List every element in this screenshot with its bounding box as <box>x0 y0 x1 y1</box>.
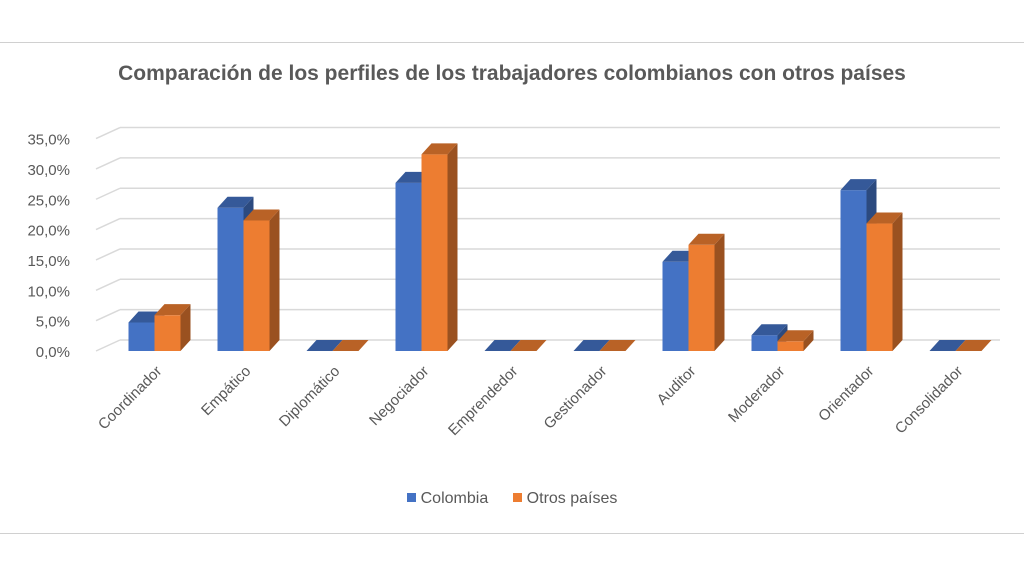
x-tick-label: Emprendedor <box>445 363 521 439</box>
bar-top <box>955 340 992 351</box>
gridline-diagonal <box>95 217 121 231</box>
bar-top <box>573 340 610 351</box>
x-tick-label: Consolidador <box>892 363 967 438</box>
bar-top <box>599 340 636 351</box>
bar-side <box>892 212 903 351</box>
gridline-diagonal <box>95 308 121 322</box>
bar-colombia-auditor <box>662 261 689 351</box>
y-tick-label: 25,0% <box>27 192 70 209</box>
bar-top <box>484 340 521 351</box>
bar-side <box>269 209 280 351</box>
bar-top <box>306 340 343 351</box>
bar-side <box>803 330 814 351</box>
bar-side <box>180 304 191 351</box>
bar-otros-empático <box>243 220 270 351</box>
y-tick-label: 15,0% <box>27 253 70 270</box>
bar-otros-moderador <box>777 341 804 351</box>
y-tick-label: 20,0% <box>27 223 70 240</box>
x-tick-label: Moderador <box>725 363 788 426</box>
x-tick-label: Orientador <box>815 363 877 425</box>
bar-top <box>154 304 191 316</box>
x-tick-label: Negociador <box>366 363 432 429</box>
legend-item-colombia: Colombia <box>406 490 489 507</box>
y-tick-label: 0,0% <box>36 344 70 361</box>
top-border <box>0 42 1024 43</box>
bar-otros-coordinador <box>154 315 181 351</box>
bar-otros-negociador <box>421 154 448 351</box>
bar-top <box>751 324 788 336</box>
legend-swatch <box>512 493 522 502</box>
bar-colombia-orientador <box>840 190 867 351</box>
bar-top <box>777 330 814 342</box>
bar-top <box>510 340 547 351</box>
bar-top <box>688 233 725 245</box>
gridline-diagonal <box>95 126 121 140</box>
bottom-border <box>0 533 1024 534</box>
gridline-diagonal <box>95 278 121 291</box>
bar-colombia-coordinador <box>128 322 155 351</box>
gridline-diagonal <box>95 339 121 352</box>
legend-swatch <box>406 493 416 502</box>
gridline-diagonal <box>95 157 121 170</box>
bar-colombia-negociador <box>395 182 422 351</box>
y-tick-label: 35,0% <box>27 132 70 149</box>
legend-item-otros: Otros países <box>512 490 618 507</box>
x-tick-label: Diplomático <box>276 363 343 430</box>
chart-title: Comparación de los perfiles de los traba… <box>118 62 906 85</box>
y-tick-label: 5,0% <box>36 314 70 331</box>
bar-top <box>421 143 458 155</box>
bar-top <box>866 212 903 224</box>
legend: Colombia Otros países <box>0 490 1024 508</box>
bar-top <box>840 179 877 191</box>
bar-colombia-moderador <box>751 335 778 351</box>
y-tick-label: 30,0% <box>27 162 70 179</box>
gridline-diagonal <box>95 187 121 200</box>
x-tick-label: Gestionador <box>541 363 611 433</box>
bar-top <box>217 196 254 208</box>
legend-label: Otros países <box>526 490 618 507</box>
x-tick-label: Auditor <box>654 363 700 409</box>
bar-top <box>929 340 966 351</box>
bar-side <box>714 233 725 351</box>
bar-side <box>447 143 458 351</box>
bar-otros-orientador <box>866 223 893 351</box>
legend-label: Colombia <box>420 490 489 507</box>
x-tick-label: Coordinador <box>95 363 165 433</box>
bar-colombia-empático <box>217 207 244 351</box>
gridline-diagonal <box>95 248 121 261</box>
bar-top <box>243 209 280 221</box>
x-tick-label: Empático <box>198 363 254 419</box>
y-tick-label: 10,0% <box>27 283 70 300</box>
bar-top <box>332 340 369 351</box>
bar-otros-auditor <box>688 244 715 351</box>
